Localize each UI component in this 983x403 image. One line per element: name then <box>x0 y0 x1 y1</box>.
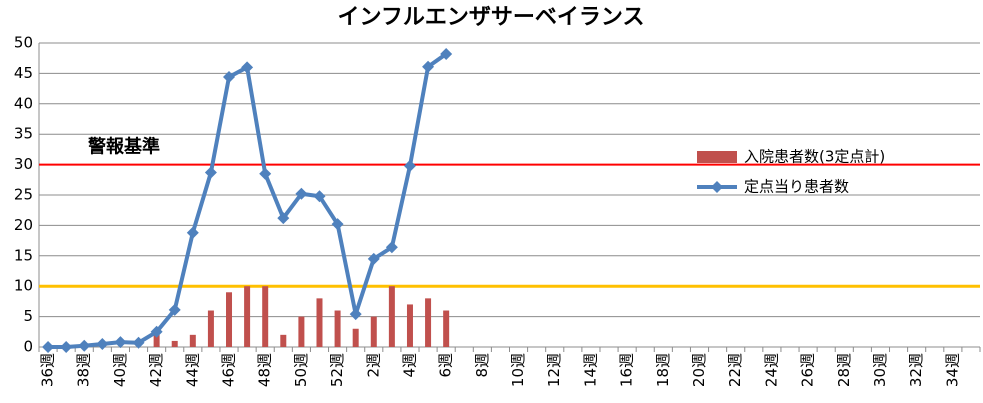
legend-swatch <box>711 181 723 193</box>
point <box>168 303 181 316</box>
point <box>241 61 254 74</box>
point <box>313 190 326 203</box>
bar <box>207 310 214 347</box>
point <box>331 218 344 231</box>
x-tick-label: 6週 <box>437 353 455 378</box>
y-tick-label: 45 <box>14 64 33 82</box>
point <box>295 187 308 200</box>
bar <box>298 316 305 347</box>
x-tick-label: 4週 <box>400 353 418 378</box>
point <box>114 336 127 349</box>
x-tick-label: 46週 <box>220 353 238 387</box>
point <box>78 339 91 352</box>
x-tick-label: 14週 <box>581 353 599 387</box>
bar <box>425 298 432 347</box>
y-tick-label: 40 <box>14 94 33 112</box>
x-tick-label: 38週 <box>75 353 93 387</box>
bar <box>244 286 251 347</box>
x-tick-label: 8週 <box>473 353 491 378</box>
y-tick-label: 0 <box>23 338 33 356</box>
x-tick-label: 10週 <box>509 353 527 387</box>
x-tick-label: 12週 <box>545 353 563 387</box>
x-tick-label: 16週 <box>618 353 636 387</box>
point <box>259 167 272 180</box>
legend-label: 入院患者数(3定点計) <box>744 148 885 166</box>
x-tick-label: 26週 <box>799 353 817 387</box>
y-tick-label: 30 <box>14 155 33 173</box>
point <box>367 252 380 265</box>
x-tick-label: 28週 <box>835 353 853 387</box>
point <box>385 241 398 254</box>
x-tick-label: 34週 <box>943 353 961 387</box>
x-tick-label: 22週 <box>726 353 744 387</box>
point <box>96 337 109 350</box>
point <box>186 226 199 239</box>
point <box>349 308 362 321</box>
bar <box>370 316 377 347</box>
x-tick-label: 36週 <box>39 353 57 387</box>
x-tick-label: 52週 <box>328 353 346 387</box>
x-tick-label: 24週 <box>762 353 780 387</box>
x-tick-label: 18週 <box>654 353 672 387</box>
y-tick-label: 15 <box>14 246 33 264</box>
bar <box>334 310 341 347</box>
y-tick-label: 25 <box>14 186 33 204</box>
y-tick-label: 10 <box>14 277 33 295</box>
point <box>403 159 416 172</box>
y-tick-label: 50 <box>14 34 33 52</box>
x-tick-label: 30週 <box>871 353 889 387</box>
point <box>277 212 290 225</box>
y-tick-label: 20 <box>14 216 33 234</box>
bar <box>189 334 196 347</box>
x-tick-label: 40週 <box>111 353 129 387</box>
bar <box>352 328 359 347</box>
point <box>60 341 73 353</box>
x-tick-label: 48週 <box>256 353 274 387</box>
y-tick-label: 5 <box>23 307 33 325</box>
legend-label: 定点当り患者数 <box>744 178 849 196</box>
x-tick-label: 44週 <box>183 353 201 387</box>
point <box>42 341 55 353</box>
bar <box>406 304 413 347</box>
point <box>132 336 145 349</box>
reference-label: 警報基準 <box>88 136 160 158</box>
bar <box>280 334 287 347</box>
x-tick-label: 42週 <box>147 353 165 387</box>
point <box>204 166 217 179</box>
y-tick-label: 35 <box>14 125 33 143</box>
point <box>223 71 236 84</box>
bar <box>388 286 395 347</box>
bar <box>316 298 323 347</box>
bar <box>443 310 450 347</box>
point <box>150 325 163 338</box>
point <box>422 60 435 73</box>
bar <box>226 292 233 347</box>
x-tick-label: 50週 <box>292 353 310 387</box>
point <box>440 47 453 60</box>
x-tick-label: 32週 <box>907 353 925 387</box>
legend-swatch <box>697 151 737 163</box>
bar <box>262 286 269 347</box>
bar <box>171 340 178 347</box>
x-tick-label: 20週 <box>690 353 708 387</box>
chart-title: インフルエンザサーベイランス <box>338 5 645 30</box>
x-tick-label: 2週 <box>364 353 382 378</box>
bar <box>153 334 160 347</box>
